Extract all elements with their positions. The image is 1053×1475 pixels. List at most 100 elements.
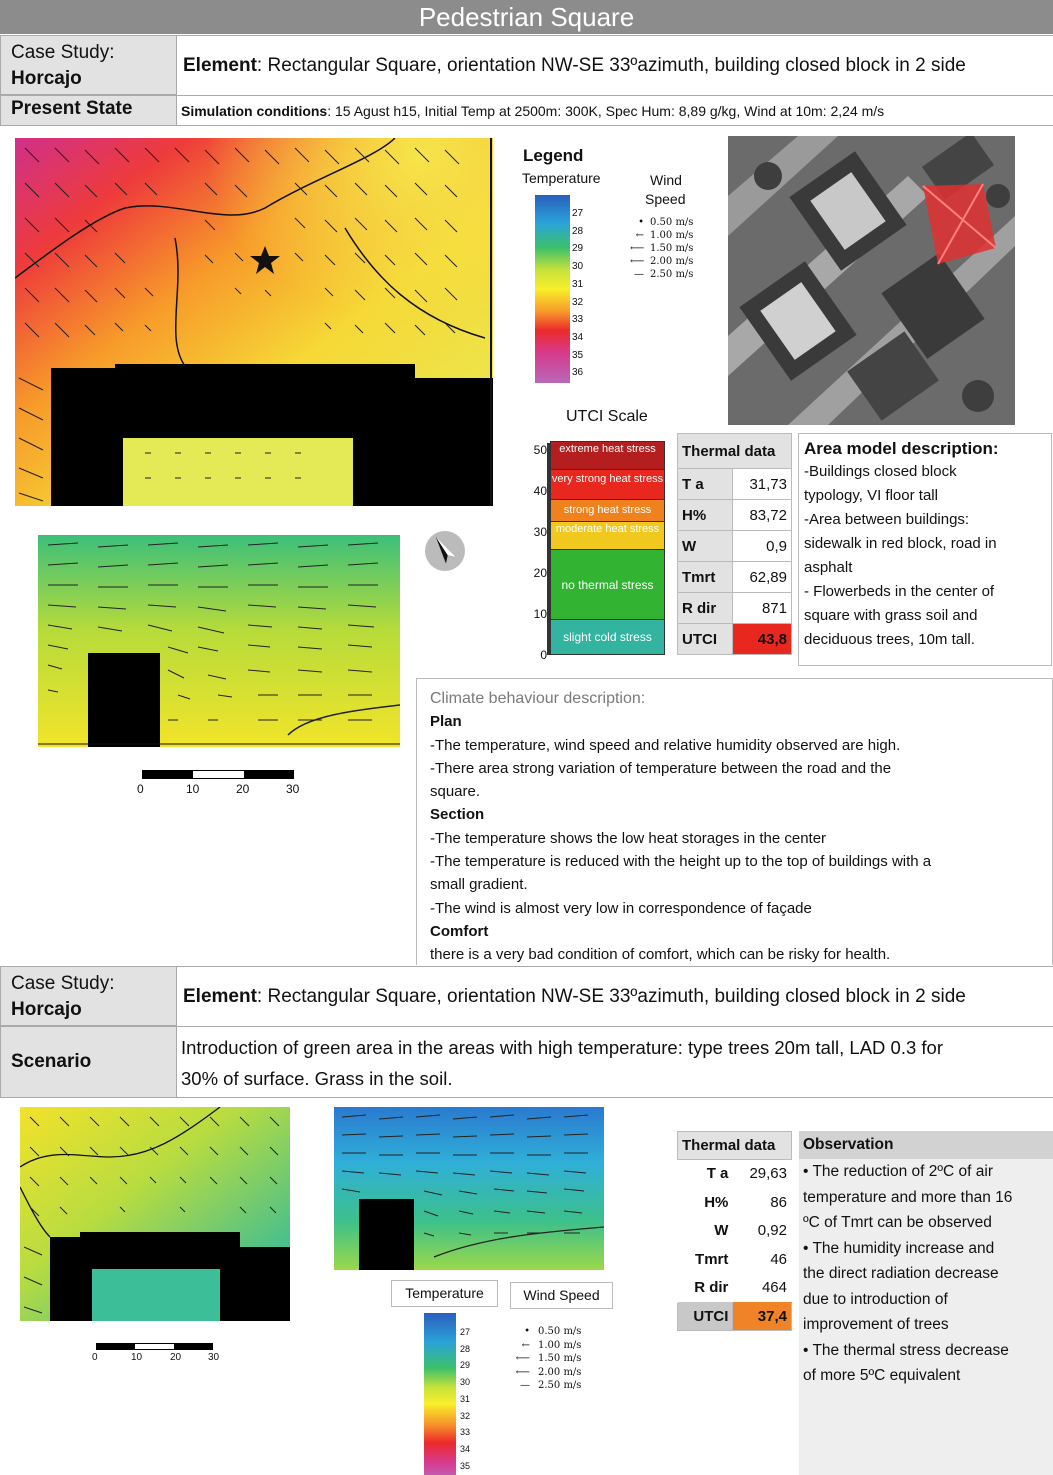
plan-line: square. (430, 783, 481, 801)
legend2-temperature-label: Temperature (391, 1280, 498, 1307)
north-arrow-icon (424, 530, 466, 572)
area-model-line: sidewalk in red block, road in (804, 535, 997, 552)
temp-tick: 35 (572, 349, 584, 361)
area-model-line: typology, VI floor tall (804, 487, 938, 504)
wind-tick-2: 1.50 m/s (538, 1353, 582, 1364)
temperature-ticks-2: 27 28 29 30 31 32 33 34 35 (460, 1324, 470, 1474)
page-title: Pedestrian Square (0, 0, 1053, 34)
section-line: -The temperature is reduced with the hei… (430, 853, 932, 871)
case-study-label-2: Case Study: (11, 973, 115, 994)
case-study-cell: Case Study: Horcajo (0, 35, 177, 95)
area-model-line: asphalt (804, 559, 853, 576)
wind-tick: 2.50 m/s (650, 269, 694, 280)
thermal-label: Tmrt (676, 561, 734, 593)
observation-box: Observation • The reduction of 2ºC of ai… (799, 1131, 1053, 1475)
area-model-line: deciduous trees, 10m tall. (804, 631, 975, 648)
thermal-value-2: 464 (732, 1273, 792, 1302)
utci-tick: 10 (533, 607, 547, 621)
wind-speed-legend: • 0.50 m/s ← 1.00 m/s ⟵ 1.50 m/s ⟵ 2.00 m/s … (630, 217, 694, 280)
scale-tick-2: 30 (208, 1352, 220, 1363)
case-study-cell-2: Case Study: Horcajo (0, 966, 177, 1026)
temp-tick-2: 31 (460, 1393, 471, 1404)
thermal-value-2: 86 (732, 1188, 792, 1217)
thermal-label: UTCI (676, 623, 734, 655)
element-text: : Rectangular Square, orientation NW-SE … (256, 54, 966, 76)
present-state-label: Present State (11, 98, 133, 119)
temperature-color-bar-2 (424, 1313, 456, 1475)
temperature-ticks: 27 28 29 30 31 32 33 34 35 36 (572, 205, 583, 382)
thermal-label-2: R dir (677, 1273, 733, 1302)
scale-tick-2: 0 (92, 1352, 98, 1363)
temp-tick: 28 (572, 225, 584, 237)
thermal-value: 31,73 (732, 468, 792, 500)
temp-tick: 30 (572, 261, 584, 273)
scale-tick: 20 (236, 782, 250, 796)
temp-tick: 32 (572, 296, 584, 308)
utci-scale-title: UTCI Scale (566, 408, 648, 425)
plan-line: -The temperature, wind speed and relativ… (430, 736, 901, 754)
thermal-data-table: Thermal data T a 31,73 H% 83,72 W 0,9 Tmrt 6… (676, 433, 792, 655)
simulation-label: Simulation conditions (181, 102, 328, 119)
scale-tick-2: 10 (131, 1352, 143, 1363)
utci-tick: 50 (533, 443, 547, 457)
legend-title: Legend (523, 146, 584, 165)
observation-line: ºC of Tmrt can be observed (803, 1214, 992, 1231)
wind-tick: 1.00 m/s (650, 230, 694, 241)
area-model-box: Area model description: -Buildings close… (798, 433, 1052, 666)
wind-tick: 0.50 m/s (650, 217, 694, 228)
thermal-header: Thermal data (677, 433, 792, 469)
climate-description-box: Climate behaviour description: Plan -The… (416, 678, 1053, 965)
case-study-name: Horcajo (11, 68, 82, 89)
temp-tick-2: 33 (460, 1427, 471, 1438)
temperature-plan-map (15, 138, 493, 506)
observation-line: temperature and more than 16 (803, 1188, 1013, 1206)
wind-speed-legend-2: • 0.50 m/s ← 1.00 m/s ⟵ 1.50 m/s ⟵ 2.00 m/s … (515, 1326, 582, 1391)
wind-tick: 2.00 m/s (650, 256, 694, 267)
utci-band-none: no thermal stress (551, 549, 664, 619)
utci-value-2: 37,4 (732, 1301, 792, 1331)
thermal-header-2: Thermal data (677, 1131, 792, 1160)
plan-heading: Plan (430, 713, 462, 731)
thermal-label-2: W (677, 1216, 733, 1245)
utci-band-very-strong: very strong heat stress (551, 469, 664, 499)
area-model-line: - Flowerbeds in the center of (804, 583, 995, 600)
thermal-label: H% (676, 499, 734, 531)
thermal-label-2: H% (677, 1188, 733, 1217)
observation-line: of more 5ºC equivalent (803, 1367, 961, 1384)
thermal-value: 83,72 (732, 499, 792, 531)
thermal-data-table-2: Thermal data T a 29,63 H% 86 W 0,92 Tmrt 46 … (676, 1131, 792, 1331)
utci-band-moderate: moderate heat stress (551, 521, 664, 549)
utci-band-strong: strong heat stress (551, 499, 664, 521)
legend-temperature-label: Temperature (522, 170, 601, 186)
temp-tick: 31 (572, 278, 584, 290)
area-model-line: -Area between buildings: (804, 511, 970, 528)
element-label: Element (183, 54, 257, 76)
temp-tick: 34 (572, 331, 584, 343)
thermal-value-2: 0,92 (732, 1216, 792, 1245)
scenario-section-map (334, 1107, 604, 1270)
utci-tick: 30 (533, 525, 547, 539)
scenario-label: Scenario (11, 1051, 92, 1072)
temperature-color-bar (535, 195, 570, 383)
area-model-line: square with grass soil and (804, 607, 978, 624)
thermal-label-2: UTCI (676, 1301, 734, 1331)
utci-tick: 20 (533, 566, 547, 580)
legend-wind-label-2: Speed (645, 191, 686, 207)
observation-line: due to introduction of (803, 1290, 948, 1308)
plan-line: -There area strong variation of temperat… (430, 759, 892, 777)
temp-tick-2: 35 (460, 1460, 471, 1471)
thermal-value: 0,9 (732, 530, 792, 562)
thermal-label: T a (676, 468, 734, 500)
scale-bar (142, 770, 294, 779)
simulation-text: : 15 Agust h15, Initial Temp at 2500m: 3… (327, 102, 885, 119)
temp-tick-2: 32 (460, 1410, 471, 1421)
observation-line: • The reduction of 2ºC of air (803, 1163, 994, 1180)
element-text-2: : Rectangular Square, orientation NW-SE … (256, 985, 966, 1007)
aerial-photo (728, 136, 1015, 425)
wind-tick-2: 2.50 m/s (538, 1380, 582, 1391)
scale-tick: 10 (186, 782, 200, 796)
utci-value: 43,8 (732, 623, 792, 655)
climate-title: Climate behaviour description: (430, 690, 646, 707)
temp-tick: 36 (572, 367, 584, 379)
observation-line: • The thermal stress decrease (803, 1341, 1009, 1359)
